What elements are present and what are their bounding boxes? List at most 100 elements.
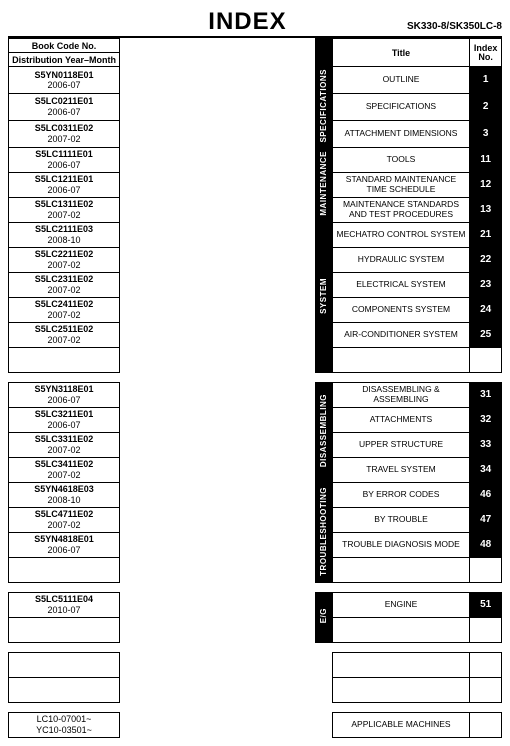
gap-cell xyxy=(120,617,316,642)
table-row: S5LC5111E042010-07E/GENGINE51 xyxy=(9,592,502,617)
title-cell: COMPONENTS SYSTEM xyxy=(332,297,470,322)
index-no-cell: 48 xyxy=(470,532,502,557)
title-cell: ELECTRICAL SYSTEM xyxy=(332,272,470,297)
index-no-cell: 13 xyxy=(470,197,502,222)
book-code-cell: S5LC1111E012006-07 xyxy=(9,147,120,172)
table-row: S5LC1211E012006-07 STANDARD MAINTENANCE T… xyxy=(9,172,502,197)
book-code-cell: S5YN4618E032008-10 xyxy=(9,482,120,507)
table-row: S5LC1111E012006-07MAINTENANCETOOLS11 xyxy=(9,147,502,172)
book-code-cell: S5LC4711E022007-02 xyxy=(9,507,120,532)
gap-cell xyxy=(120,382,316,407)
book-code-cell: S5LC3311E022007-02 xyxy=(9,432,120,457)
index-no-cell: 47 xyxy=(470,507,502,532)
title-cell: TOOLS xyxy=(332,147,470,172)
table-row: S5YN4818E012006-07 TROUBLE DIAGNOSIS MODE… xyxy=(9,532,502,557)
table-row: S5LC3411E022007-02TRAVEL SYSTEM34 xyxy=(9,457,502,482)
gap-cell xyxy=(120,172,316,197)
index-no-cell: 32 xyxy=(470,407,502,432)
title-cell: HYDRAULIC SYSTEM xyxy=(332,247,470,272)
title-cell xyxy=(332,557,470,582)
book-code-cell: S5YN4818E012006-07 xyxy=(9,532,120,557)
separator-row xyxy=(9,582,502,592)
index-no-cell: 22 xyxy=(470,247,502,272)
index-no-cell: 3 xyxy=(470,120,502,147)
gap-cell xyxy=(120,272,316,297)
book-code-cell xyxy=(9,557,120,582)
title-cell: BY TROUBLE xyxy=(332,507,470,532)
index-no-cell: 31 xyxy=(470,382,502,407)
index-no-cell: 24 xyxy=(470,297,502,322)
table-row xyxy=(9,652,502,677)
title-cell: ENGINE xyxy=(332,592,470,617)
title-cell xyxy=(332,677,470,702)
title-cell: TROUBLE DIAGNOSIS MODE xyxy=(332,532,470,557)
col-index-no: Index No. xyxy=(470,39,502,67)
gap-cell xyxy=(120,557,316,582)
index-no-cell: 25 xyxy=(470,322,502,347)
category-cell: SYSTEM xyxy=(315,222,332,372)
table-row: S5LC1311E022007-02 MAINTENANCE STANDARDS … xyxy=(9,197,502,222)
table-row: LC10-07001~ YC10-03501~APPLICABLE MACHIN… xyxy=(9,712,502,737)
col-book-code: Book Code No. xyxy=(9,39,120,53)
gap-cell xyxy=(120,482,316,507)
gap-cell xyxy=(120,532,316,557)
index-no-cell: 11 xyxy=(470,147,502,172)
col-category xyxy=(315,39,332,67)
col-gap xyxy=(120,39,316,67)
book-code-cell: S5LC2111E032008-10 xyxy=(9,222,120,247)
table-row: S5LC0211E012006-07SPECIFICATIONS2 xyxy=(9,93,502,120)
table-row: S5YN3118E012006-07DISASSEMBLINGDISASSEMB… xyxy=(9,382,502,407)
table-row: S5LC3211E012006-07ATTACHMENTS32 xyxy=(9,407,502,432)
page-header: INDEX SK330-8/SK350LC-8 xyxy=(8,8,502,38)
gap-cell xyxy=(120,120,316,147)
table-row: S5LC2311E022007-02ELECTRICAL SYSTEM23 xyxy=(9,272,502,297)
gap-cell xyxy=(120,432,316,457)
separator-row xyxy=(9,642,502,652)
index-no-cell xyxy=(470,712,502,737)
title-cell: STANDARD MAINTENANCE TIME SCHEDULE xyxy=(332,172,470,197)
book-code-cell: S5YN3118E012006-07 xyxy=(9,382,120,407)
title-cell: MECHATRO CONTROL SYSTEM xyxy=(332,222,470,247)
title-cell: ATTACHMENTS xyxy=(332,407,470,432)
book-code-cell: S5LC1311E022007-02 xyxy=(9,197,120,222)
table-row: S5LC2111E032008-10SYSTEMMECHATRO CONTROL… xyxy=(9,222,502,247)
book-code-cell: S5LC2311E022007-02 xyxy=(9,272,120,297)
book-code-cell: S5LC2211E022007-02 xyxy=(9,247,120,272)
gap-cell xyxy=(120,712,316,737)
title-cell: MAINTENANCE STANDARDS AND TEST PROCEDURE… xyxy=(332,197,470,222)
table-row: S5LC2411E022007-02COMPONENTS SYSTEM24 xyxy=(9,297,502,322)
table-row xyxy=(9,677,502,702)
table-row xyxy=(9,617,502,642)
gap-cell xyxy=(120,507,316,532)
gap-cell xyxy=(120,67,316,94)
book-code-cell: S5LC0211E012006-07 xyxy=(9,93,120,120)
book-code-cell: S5YN0118E012006-07 xyxy=(9,67,120,94)
category-cell-empty xyxy=(315,677,332,702)
table-row: S5LC2211E022007-02 HYDRAULIC SYSTEM22 xyxy=(9,247,502,272)
table-row: S5YN0118E012006-07SPECIFICATIONSOUTLINE1 xyxy=(9,67,502,94)
book-code-cell xyxy=(9,617,120,642)
gap-cell xyxy=(120,322,316,347)
title-cell: SPECIFICATIONS xyxy=(332,93,470,120)
index-no-cell: 33 xyxy=(470,432,502,457)
index-no-cell xyxy=(470,677,502,702)
category-cell-empty xyxy=(315,652,332,677)
separator-row xyxy=(9,702,502,712)
table-row xyxy=(9,347,502,372)
gap-cell xyxy=(120,457,316,482)
title-cell xyxy=(332,347,470,372)
book-code-cell xyxy=(9,652,120,677)
index-no-cell: 46 xyxy=(470,482,502,507)
index-no-cell xyxy=(470,347,502,372)
gap-cell xyxy=(120,247,316,272)
category-cell: SPECIFICATIONS xyxy=(315,67,332,148)
col-dist: Distribution Year–Month xyxy=(9,53,120,67)
table-row: S5YN4618E032008-10TROUBLESHOOTINGBY ERRO… xyxy=(9,482,502,507)
book-code-cell: S5LC1211E012006-07 xyxy=(9,172,120,197)
table-row: S5LC4711E022007-02 BY TROUBLE47 xyxy=(9,507,502,532)
index-no-cell xyxy=(470,557,502,582)
category-cell: E/G xyxy=(315,592,332,642)
title-cell xyxy=(332,652,470,677)
gap-cell xyxy=(120,222,316,247)
book-code-cell xyxy=(9,677,120,702)
